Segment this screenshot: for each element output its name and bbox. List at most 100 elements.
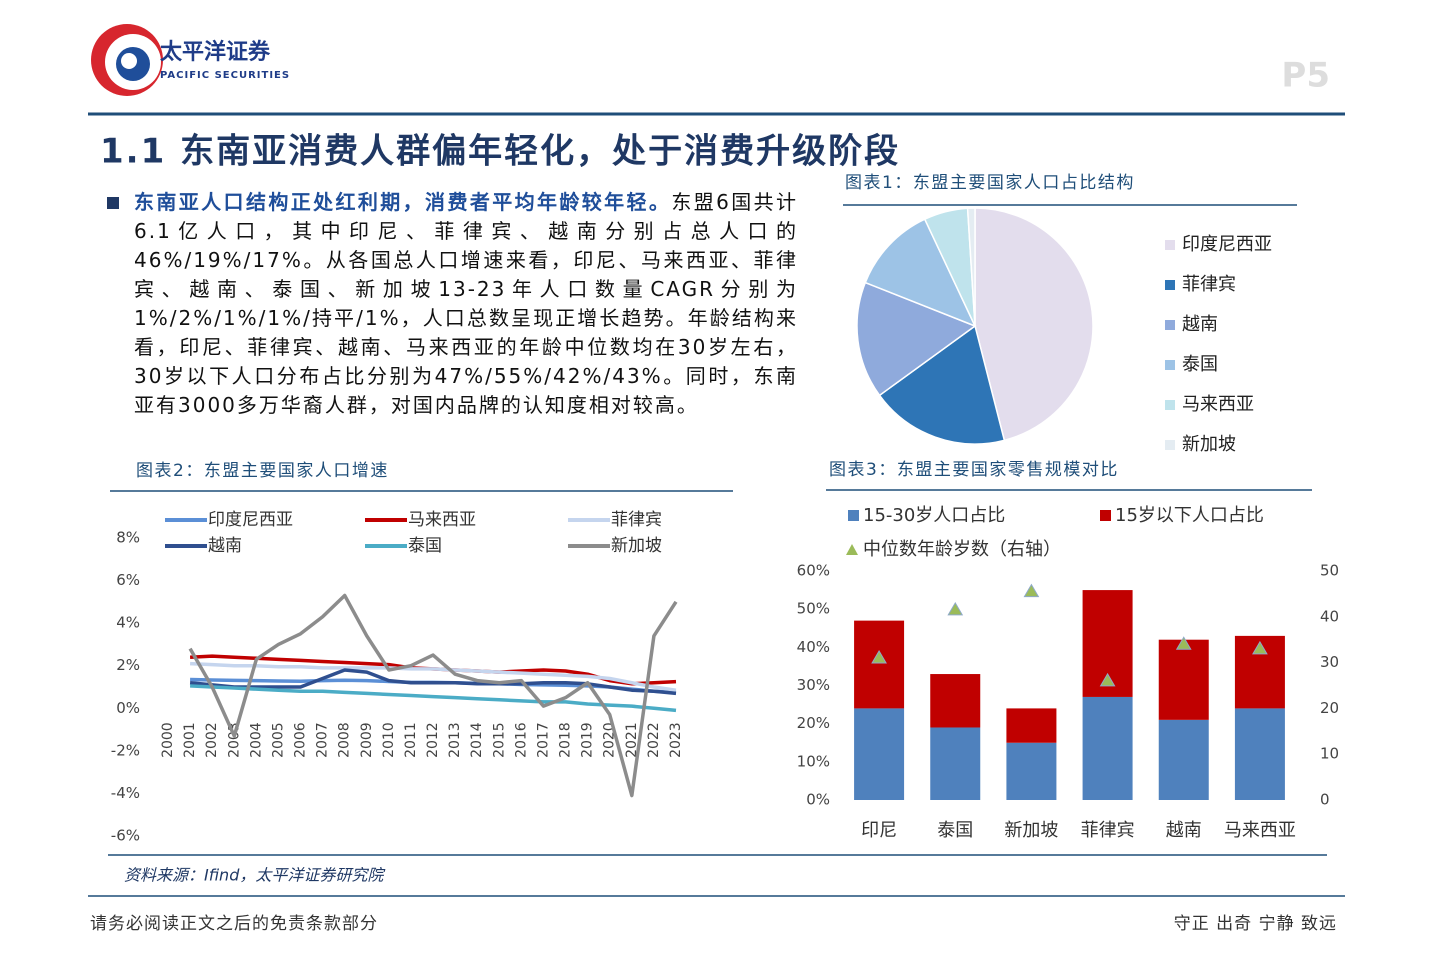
legend-swatch [848,510,859,521]
legend-swatch [1165,240,1175,250]
brand-en: PACIFIC SECURITIES [160,70,290,81]
legend-label: 菲律宾 [611,510,662,530]
legend-marker [846,544,858,555]
legend-label: 15-30岁人口占比 [863,505,1005,526]
median-marker [947,601,964,616]
pie-slice [966,207,976,327]
legend-label: 泰国 [1182,354,1218,375]
y-tick-label: 50% [797,600,830,618]
x-tick-label: 2010 [381,722,397,758]
bullet-square [107,197,119,209]
y2-tick-label: 30 [1320,653,1339,671]
pie-slice [856,281,977,397]
y-tick-label: 30% [797,676,830,694]
legend-label: 印度尼西亚 [1182,234,1272,255]
series-line [189,668,677,696]
legend-label: 印度尼西亚 [208,510,293,530]
y-tick-label: 4% [116,614,140,632]
legend-label: 泰国 [408,536,442,556]
y-tick-label: -4% [111,784,140,802]
legend-swatch [1165,360,1175,370]
x-tick-label: 2008 [337,722,353,758]
x-tick-label: 2017 [535,722,551,758]
y-tick-label: 0% [806,791,830,809]
slide-title: 1.1 东南亚消费人群偏年轻化，处于消费升级阶段 [100,132,900,172]
footer-right: 守正 出奇 宁静 致远 [1174,914,1337,934]
legend-label: 马来西亚 [408,510,476,530]
bar-segment [1082,696,1133,800]
chart-title: 图表3：东盟主要国家零售规模对比 [829,460,1119,480]
y2-tick-label: 40 [1320,607,1339,625]
x-tick-label: 2023 [668,722,684,758]
x-tick-label: 2021 [624,722,640,758]
y-tick-label: 60% [797,562,830,580]
bullet-text: 东盟6国共计6.1亿人口，其中印尼、菲律宾、越南分别占总人口的46%/19%/1… [134,190,798,417]
median-marker [1175,636,1192,650]
y2-tick-label: 50 [1320,562,1339,580]
bar-segment [930,727,981,800]
bar-segment [854,620,905,709]
median-marker [1099,672,1116,687]
bar-segment [930,674,981,728]
x-tick-label: 2022 [646,722,662,758]
bullet-bold: 东南亚人口结构正处红利期，消费者平均年龄较年轻。 [134,190,672,214]
x-tick-label: 菲律宾 [1081,820,1135,841]
legend-label: 越南 [1182,314,1218,335]
bar-segment [1234,708,1285,800]
x-tick-label: 2009 [359,722,375,758]
y-tick-label: 0% [116,699,140,717]
x-tick-label: 2005 [270,722,286,758]
legend-label: 15岁以下人口占比 [1115,505,1264,526]
x-tick-label: 2000 [160,722,176,758]
x-tick-label: 2016 [513,722,529,758]
x-tick-label: 新加坡 [1004,820,1058,841]
median-marker [871,650,887,664]
x-tick-label: 2006 [293,722,309,758]
x-tick-label: 2014 [469,722,485,758]
pie-slice [878,324,1006,445]
chart-title: 图表2：东盟主要国家人口增速 [136,461,389,481]
legend-label: 菲律宾 [1182,274,1236,295]
y-tick-label: 20% [797,714,830,732]
pie-slice [974,207,1094,442]
series-line [190,684,677,713]
x-tick-label: 2018 [558,722,574,758]
y-tick-label: 8% [116,529,140,547]
logo [91,24,163,96]
x-tick-label: 2013 [447,722,463,758]
legend-swatch [1165,280,1175,290]
x-tick-label: 马来西亚 [1224,820,1296,841]
x-tick-label: 2001 [182,722,198,758]
y-tick-label: 2% [116,656,140,674]
bar-segment [1158,639,1209,720]
x-tick-label: 泰国 [937,820,973,841]
bar-segment [854,708,905,800]
legend-label: 越南 [208,536,242,556]
y2-tick-label: 10 [1320,745,1339,763]
median-marker [1023,583,1040,598]
legend-swatch [1100,510,1111,521]
bar-segment [1006,742,1057,800]
x-tick-label: 2015 [491,722,507,758]
series-line [188,593,678,798]
y-tick-label: -2% [111,741,140,759]
bar-segment [1158,719,1209,800]
legend-label: 马来西亚 [1182,394,1254,415]
y-tick-label: 40% [797,638,830,656]
chart-title: 图表1：东盟主要国家人口占比结构 [845,173,1135,193]
x-tick-label: 2019 [580,722,596,758]
page-number: P5 [1281,56,1330,96]
y-tick-label: -6% [111,827,140,845]
legend-swatch [1165,400,1175,410]
y-tick-label: 6% [116,571,140,589]
source: 资料来源：Ifind，太平洋证券研究院 [124,866,386,885]
bullet-paragraph: 东南亚人口结构正处红利期，消费者平均年龄较年轻。东盟6国共计6.1亿人口，其中印… [134,188,798,420]
footer-left: 请务必阅读正文之后的免责条款部分 [90,914,378,934]
x-tick-label: 2011 [403,722,419,758]
x-tick-label: 越南 [1166,820,1202,841]
legend-swatch [1165,320,1175,330]
y2-tick-label: 20 [1320,699,1339,717]
x-tick-label: 2012 [425,722,441,758]
